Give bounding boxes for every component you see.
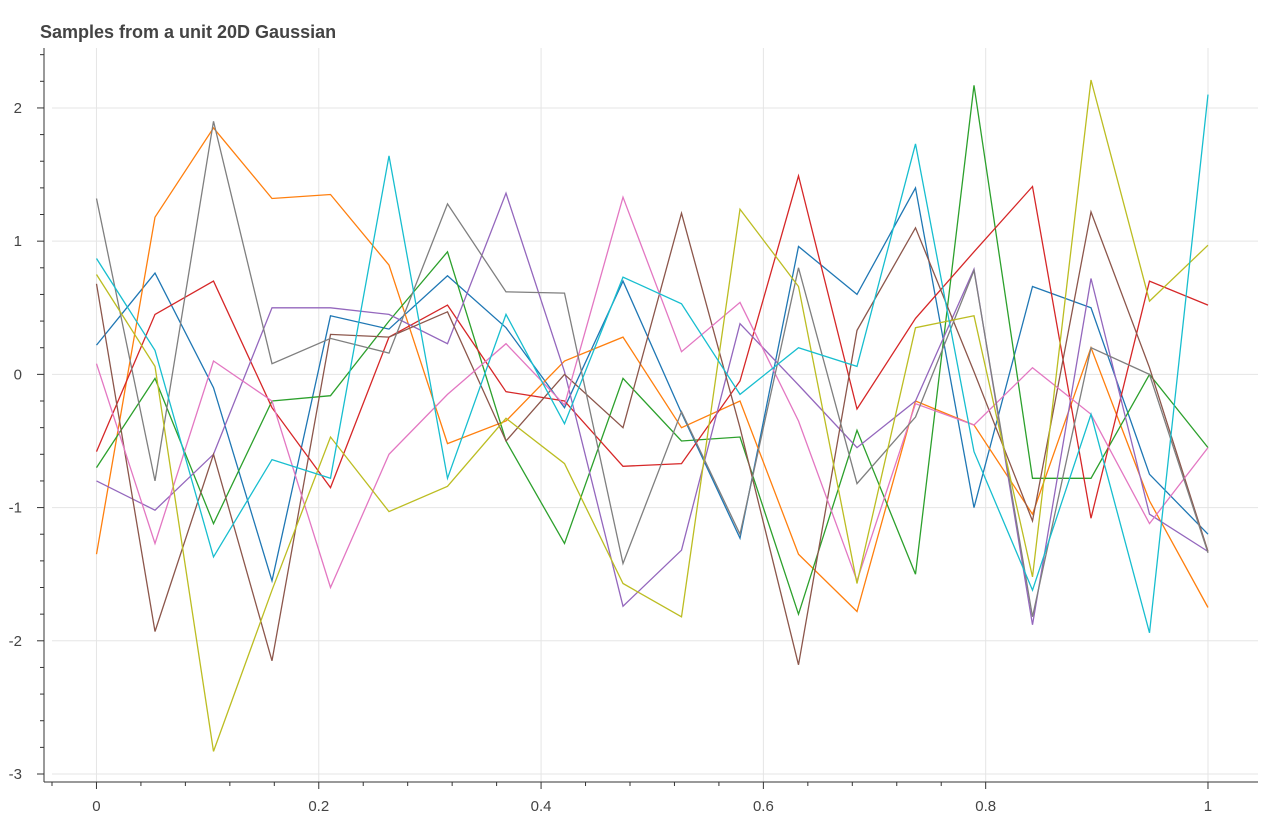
series-line-6 [95, 195, 1209, 590]
y-tick-label-2: -1 [9, 500, 22, 517]
y-tick-label-5: 2 [14, 100, 22, 117]
y-tick-label-1: -2 [9, 633, 22, 650]
y-tick-label-4: 1 [14, 233, 22, 250]
grid-lines [52, 48, 1258, 782]
x-tick-label-3: 0.6 [753, 798, 774, 815]
y-tick-label-0: -3 [9, 766, 22, 783]
x-tick-label-5: 1 [1204, 798, 1212, 815]
x-tick-label-1: 0.2 [308, 798, 329, 815]
series-line-0 [95, 185, 1209, 584]
series-line-2 [95, 85, 1209, 617]
y-tick-label-3: 0 [14, 366, 22, 383]
series-line-3 [95, 173, 1209, 519]
axes: 0 0.2 0.4 0.6 0.8 1 -3 -2 -1 0 1 2 [9, 48, 1258, 815]
series-line-1 [95, 126, 1209, 613]
series-line-8 [95, 79, 1209, 752]
series-line-5 [95, 209, 1209, 665]
x-tick-label-4: 0.8 [975, 798, 996, 815]
series-lines [95, 79, 1209, 752]
series-line-9 [95, 94, 1209, 633]
series-line-7 [95, 121, 1209, 617]
chart-title: Samples from a unit 20D Gaussian [40, 22, 337, 42]
x-tick-label-0: 0 [92, 798, 100, 815]
x-tick-label-2: 0.4 [531, 798, 552, 815]
